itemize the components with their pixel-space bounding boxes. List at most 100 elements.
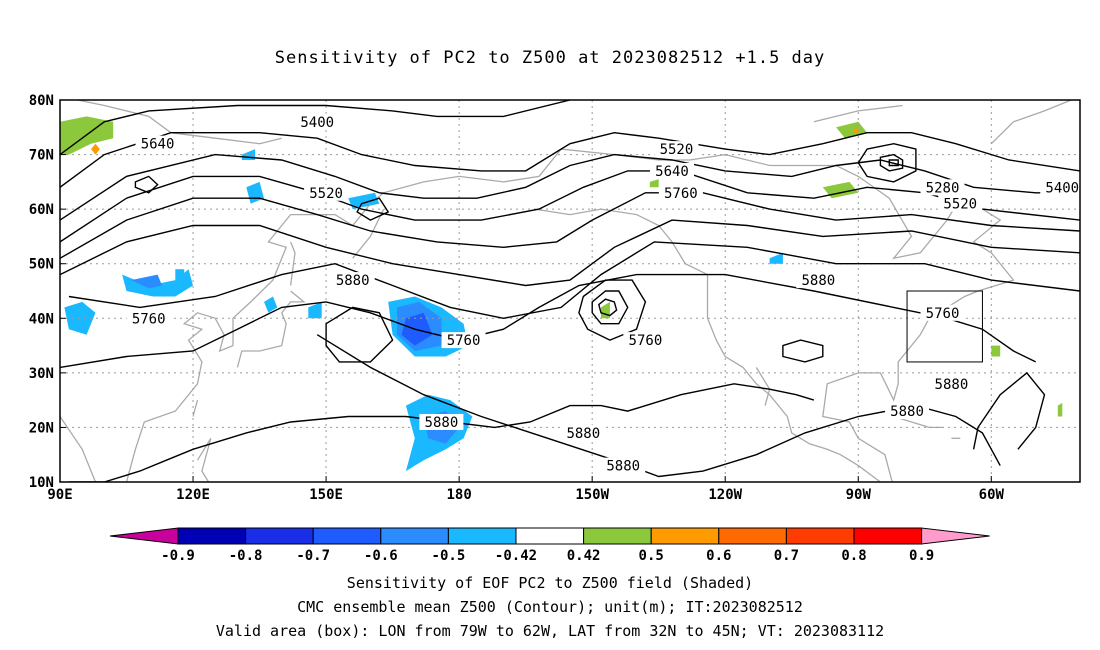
contour-label: 5520 xyxy=(304,184,349,202)
lat-tick-label: 80N xyxy=(29,93,54,109)
sensitivity-patch xyxy=(264,296,278,313)
coastline xyxy=(192,399,199,417)
contour-label-text: 5880 xyxy=(566,426,600,442)
contour-label-text: 5880 xyxy=(801,273,835,289)
map-title: Sensitivity of PC2 to Z500 at 2023082512… xyxy=(274,48,826,68)
z500-contour-line xyxy=(972,371,1046,450)
contour-label: 5880 xyxy=(601,457,646,475)
colorbar-tick-label: -0.7 xyxy=(296,548,330,564)
contour-label: 5760 xyxy=(441,332,486,349)
lon-tick-label: 150E xyxy=(309,487,343,503)
contour-label-bg xyxy=(654,141,699,158)
lat-tick-label: 30N xyxy=(29,366,54,382)
lat-tick-label: 50N xyxy=(29,257,54,273)
contour-label-text: 5400 xyxy=(300,115,334,131)
contour-label-bg xyxy=(330,272,375,289)
colorbar-tick-label: -0.9 xyxy=(161,548,195,564)
z500-contour-closed xyxy=(591,290,629,325)
sensitivity-patch xyxy=(1057,402,1063,417)
colorbar-tick-label: -0.6 xyxy=(364,548,398,564)
contour-label: 5640 xyxy=(650,162,694,180)
colorbar-tick-label: -0.5 xyxy=(432,548,466,564)
contour-label: 5280 xyxy=(920,179,965,196)
sensitivity-patch xyxy=(991,345,1001,357)
z500-contour-line xyxy=(68,383,815,482)
sensitivity-patch xyxy=(175,269,185,281)
contour-label-text: 5760 xyxy=(664,186,698,202)
contour-label: 5760 xyxy=(658,184,703,202)
contour-label: 5880 xyxy=(561,424,606,442)
sensitivity-patch xyxy=(91,143,100,155)
colorbar-segment xyxy=(177,527,247,545)
contour-label-text: 5640 xyxy=(655,164,689,180)
contour-label-text: 5640 xyxy=(141,137,175,153)
contour-label: 5880 xyxy=(885,403,930,420)
z500-contour-line xyxy=(60,131,1080,188)
z500-contour-closed xyxy=(879,153,904,172)
contour-label-bg xyxy=(920,179,965,196)
contour-label: 5640 xyxy=(135,135,180,153)
contour-label-text: 5880 xyxy=(425,415,459,431)
contour-label-text: 5760 xyxy=(926,306,960,322)
contour-label-bg xyxy=(601,457,646,474)
sensitivity-patch xyxy=(836,121,868,139)
colorbar-segment xyxy=(245,527,314,545)
map-frame xyxy=(59,99,1081,483)
contour-label-bg xyxy=(419,413,464,430)
valid-area-box xyxy=(906,290,983,363)
coastline xyxy=(893,415,943,429)
lon-tick-label: 150W xyxy=(575,487,609,503)
colorbar-tick-label: -0.8 xyxy=(229,548,263,564)
coastline xyxy=(60,416,97,482)
contour-label-bg xyxy=(623,332,668,349)
contour-label-text: 5520 xyxy=(660,142,694,158)
contour-label-text: 5880 xyxy=(606,459,640,475)
colorbar-segment xyxy=(853,527,923,545)
z500-contour-line xyxy=(68,241,1080,320)
contour-label: 5520 xyxy=(938,195,983,213)
z500-contour-closed xyxy=(857,142,917,183)
z500-contour-closed xyxy=(578,279,647,341)
caption-line-2: CMC ensemble mean Z500 (Contour); unit(m… xyxy=(297,598,803,616)
colorbar-segment xyxy=(785,527,855,545)
coastline xyxy=(813,104,903,123)
z500-contour-line xyxy=(60,219,1080,287)
colorbar-tick-label: 0.8 xyxy=(841,548,866,564)
contour-label-bg xyxy=(441,332,486,349)
contour-label: 5880 xyxy=(796,272,841,289)
contour-label-bg xyxy=(295,113,340,130)
z500-contour-line xyxy=(60,273,1037,369)
lon-tick-label: 90E xyxy=(47,487,72,503)
colorbar-segment xyxy=(380,527,449,545)
contour-label-text: 5400 xyxy=(1045,180,1079,196)
sensitivity-patch xyxy=(122,269,193,297)
contour-label-text: 5760 xyxy=(629,333,663,349)
z500-contour-closed xyxy=(598,298,618,317)
z500-contour-closed xyxy=(888,159,899,167)
contour-label-text: 5280 xyxy=(926,180,960,196)
colorbar-tick-label: 0.42 xyxy=(567,548,601,564)
contour-label: 5520 xyxy=(654,141,699,158)
lon-tick-label: 120E xyxy=(176,487,210,503)
colorbar: -0.9 -0.8 -0.7 -0.6 -0.5 -0.42 0.42 0.5 0.6 0.7 0.… xyxy=(109,527,990,564)
lon-tick-label: 180 xyxy=(446,487,471,503)
contour-label-bg xyxy=(938,195,983,212)
contour-label-text: 5760 xyxy=(132,311,166,327)
contour-label: 5760 xyxy=(126,310,171,327)
z500-contour-closed xyxy=(325,306,394,363)
coastline xyxy=(236,290,306,368)
lat-tick-label: 20N xyxy=(29,420,54,436)
contour-label-bg xyxy=(126,310,171,327)
contour-label: 5760 xyxy=(920,304,965,322)
z500-contour-closed xyxy=(782,339,824,363)
contour-label-bg xyxy=(658,184,703,201)
contour-label: 5880 xyxy=(929,375,974,393)
contour-label: 5400 xyxy=(1040,179,1080,196)
colorbar-segment xyxy=(718,527,787,545)
contour-label-text: 5880 xyxy=(336,273,370,289)
contour-label-text: 5520 xyxy=(309,186,343,202)
z500-contour-line xyxy=(316,334,1001,478)
sensitivity-patch xyxy=(131,274,162,289)
contour-label: 5400 xyxy=(295,113,340,131)
